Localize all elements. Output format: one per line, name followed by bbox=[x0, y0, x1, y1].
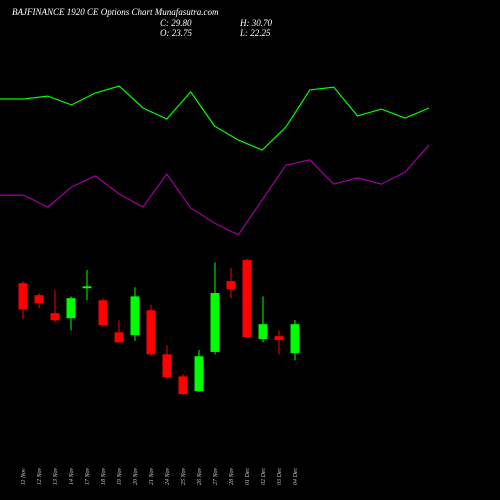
x-tick-label: 04 Dec bbox=[292, 468, 299, 485]
x-tick-label: 01 Dec bbox=[245, 468, 251, 485]
candle-body bbox=[178, 376, 188, 395]
candle-body bbox=[194, 356, 204, 392]
x-tick-label: 20 Nov bbox=[133, 467, 139, 485]
x-tick-label: 14 Nov bbox=[68, 467, 75, 485]
candle-body bbox=[50, 313, 60, 321]
open-label: O: 23.75 bbox=[160, 28, 192, 38]
candle-body bbox=[146, 310, 156, 355]
x-tick-label: 03 Dec bbox=[277, 468, 283, 485]
x-tick-label: 12 Nov bbox=[37, 467, 43, 485]
x-tick-label: 24 Nov bbox=[164, 467, 171, 485]
candle-body bbox=[274, 336, 284, 340]
x-tick-label: 21 Nov bbox=[149, 467, 155, 485]
candle-body bbox=[258, 324, 268, 340]
candle-body bbox=[98, 300, 108, 326]
candle-body bbox=[290, 324, 300, 354]
x-tick-label: 13 Nov bbox=[53, 467, 59, 485]
x-tick-label: 11 Nov bbox=[21, 468, 27, 485]
candle-body bbox=[210, 293, 220, 352]
candle-body bbox=[130, 296, 140, 336]
high-label: H: 30.70 bbox=[239, 18, 272, 28]
x-tick-label: 27 Nov bbox=[213, 467, 219, 485]
candle-body bbox=[82, 286, 92, 289]
x-tick-label: 18 Nov bbox=[101, 467, 107, 485]
x-tick-label: 19 Nov bbox=[117, 467, 123, 485]
x-tick-label: 02 Dec bbox=[261, 468, 267, 485]
x-tick-label: 26 Nov bbox=[197, 467, 203, 485]
candle-body bbox=[162, 354, 172, 378]
chart-title: BAJFINANCE 1920 CE Options Chart Munafas… bbox=[12, 7, 219, 17]
indicator-line bbox=[0, 85, 430, 151]
candle-body bbox=[18, 283, 28, 310]
x-tick-label: 28 Nov bbox=[229, 467, 235, 485]
candle-body bbox=[34, 295, 44, 304]
indicator-line bbox=[0, 144, 430, 236]
candle-body bbox=[226, 281, 236, 290]
low-label: L: 22.25 bbox=[239, 28, 271, 38]
candle-body bbox=[114, 332, 124, 343]
candle-body bbox=[242, 259, 252, 338]
close-label: C: 29.80 bbox=[160, 18, 192, 28]
x-tick-label: 25 Nov bbox=[181, 467, 187, 485]
candle-body bbox=[66, 298, 76, 319]
x-tick-label: 17 Nov bbox=[85, 467, 91, 485]
